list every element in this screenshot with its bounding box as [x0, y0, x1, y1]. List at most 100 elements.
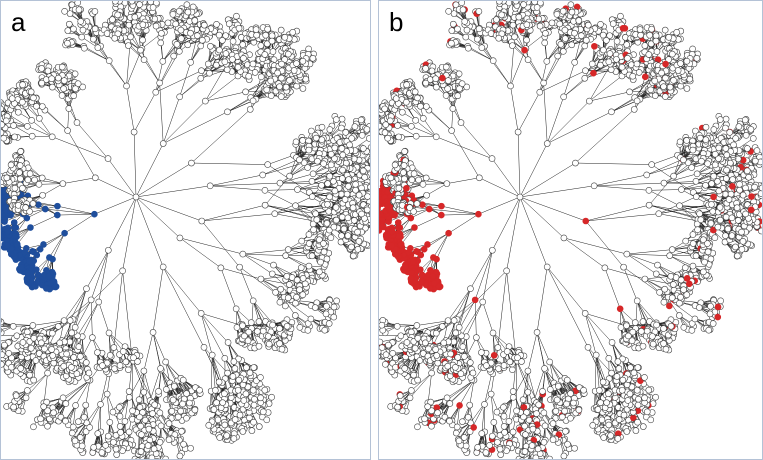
- node: [240, 54, 247, 62]
- edge: [126, 85, 135, 133]
- node: [194, 32, 201, 39]
- node: [289, 29, 297, 36]
- edge: [285, 255, 310, 267]
- edge: [252, 300, 260, 322]
- node: [132, 193, 140, 201]
- node: [136, 1, 143, 8]
- node: [204, 60, 212, 68]
- edge: [162, 44, 178, 62]
- node: [149, 4, 157, 11]
- node: [140, 56, 148, 63]
- edge: [155, 55, 174, 93]
- node: [176, 93, 183, 101]
- edge: [210, 174, 263, 187]
- edge: [108, 332, 120, 355]
- edge: [162, 266, 202, 314]
- node: [299, 85, 307, 92]
- edge: [152, 332, 166, 363]
- edge: [210, 355, 213, 392]
- edge: [201, 220, 240, 268]
- edge: [49, 233, 65, 258]
- edge: [295, 205, 314, 225]
- node: [64, 27, 72, 34]
- node: [1, 121, 6, 128]
- node: [159, 140, 167, 147]
- edge: [42, 177, 63, 184]
- edge: [39, 118, 53, 137]
- edge: [65, 379, 91, 404]
- edge: [264, 190, 296, 206]
- node: [257, 42, 265, 49]
- edge: [203, 347, 228, 374]
- node: [114, 30, 122, 38]
- node: [104, 155, 112, 162]
- edge: [85, 380, 91, 406]
- node: [251, 69, 259, 76]
- node: [28, 132, 36, 140]
- edge: [86, 250, 109, 289]
- node: [222, 50, 230, 57]
- node: [1, 112, 2, 117]
- edge: [26, 208, 46, 219]
- node: [1, 105, 4, 113]
- node: [252, 26, 260, 33]
- edge: [200, 313, 229, 343]
- node: [112, 1, 119, 5]
- edge: [67, 108, 70, 131]
- edge: [152, 332, 161, 369]
- node: [44, 67, 52, 75]
- edge: [95, 177, 137, 198]
- edge: [128, 359, 133, 392]
- node: [15, 108, 22, 116]
- edge: [57, 213, 95, 216]
- edge: [260, 278, 290, 285]
- node: [277, 26, 285, 34]
- edge: [179, 62, 191, 97]
- edge: [252, 300, 266, 322]
- node: [170, 52, 177, 60]
- edge: [205, 91, 246, 102]
- edge: [155, 61, 164, 93]
- edge: [163, 100, 206, 144]
- edge: [312, 190, 335, 197]
- node: [49, 83, 56, 91]
- edge: [43, 232, 65, 245]
- node: [109, 16, 116, 23]
- node: [105, 57, 113, 65]
- edge: [93, 38, 110, 61]
- edge: [31, 120, 53, 138]
- node: [184, 41, 192, 49]
- edge: [62, 177, 96, 184]
- node: [184, 8, 192, 16]
- edge: [34, 179, 63, 184]
- node: [257, 73, 265, 81]
- edge: [279, 181, 312, 184]
- node: [130, 128, 138, 136]
- edge: [133, 92, 157, 133]
- edge: [135, 196, 164, 267]
- node: [263, 86, 271, 94]
- edge: [45, 208, 95, 215]
- node: [183, 1, 191, 8]
- edge: [30, 214, 58, 228]
- node: [172, 20, 179, 28]
- edge: [72, 270, 123, 320]
- node: [177, 35, 185, 42]
- edge: [227, 100, 254, 113]
- node: [197, 74, 205, 82]
- edge: [135, 143, 164, 198]
- node: [245, 72, 253, 80]
- edge: [17, 227, 31, 245]
- edge: [135, 196, 202, 222]
- edge: [107, 158, 137, 198]
- edge: [260, 278, 281, 290]
- node: [242, 88, 249, 96]
- node: [229, 37, 237, 45]
- edge: [201, 204, 266, 222]
- node: [222, 32, 229, 39]
- node: [158, 29, 165, 37]
- edge: [179, 72, 210, 98]
- node: [131, 13, 139, 21]
- node: [207, 42, 214, 50]
